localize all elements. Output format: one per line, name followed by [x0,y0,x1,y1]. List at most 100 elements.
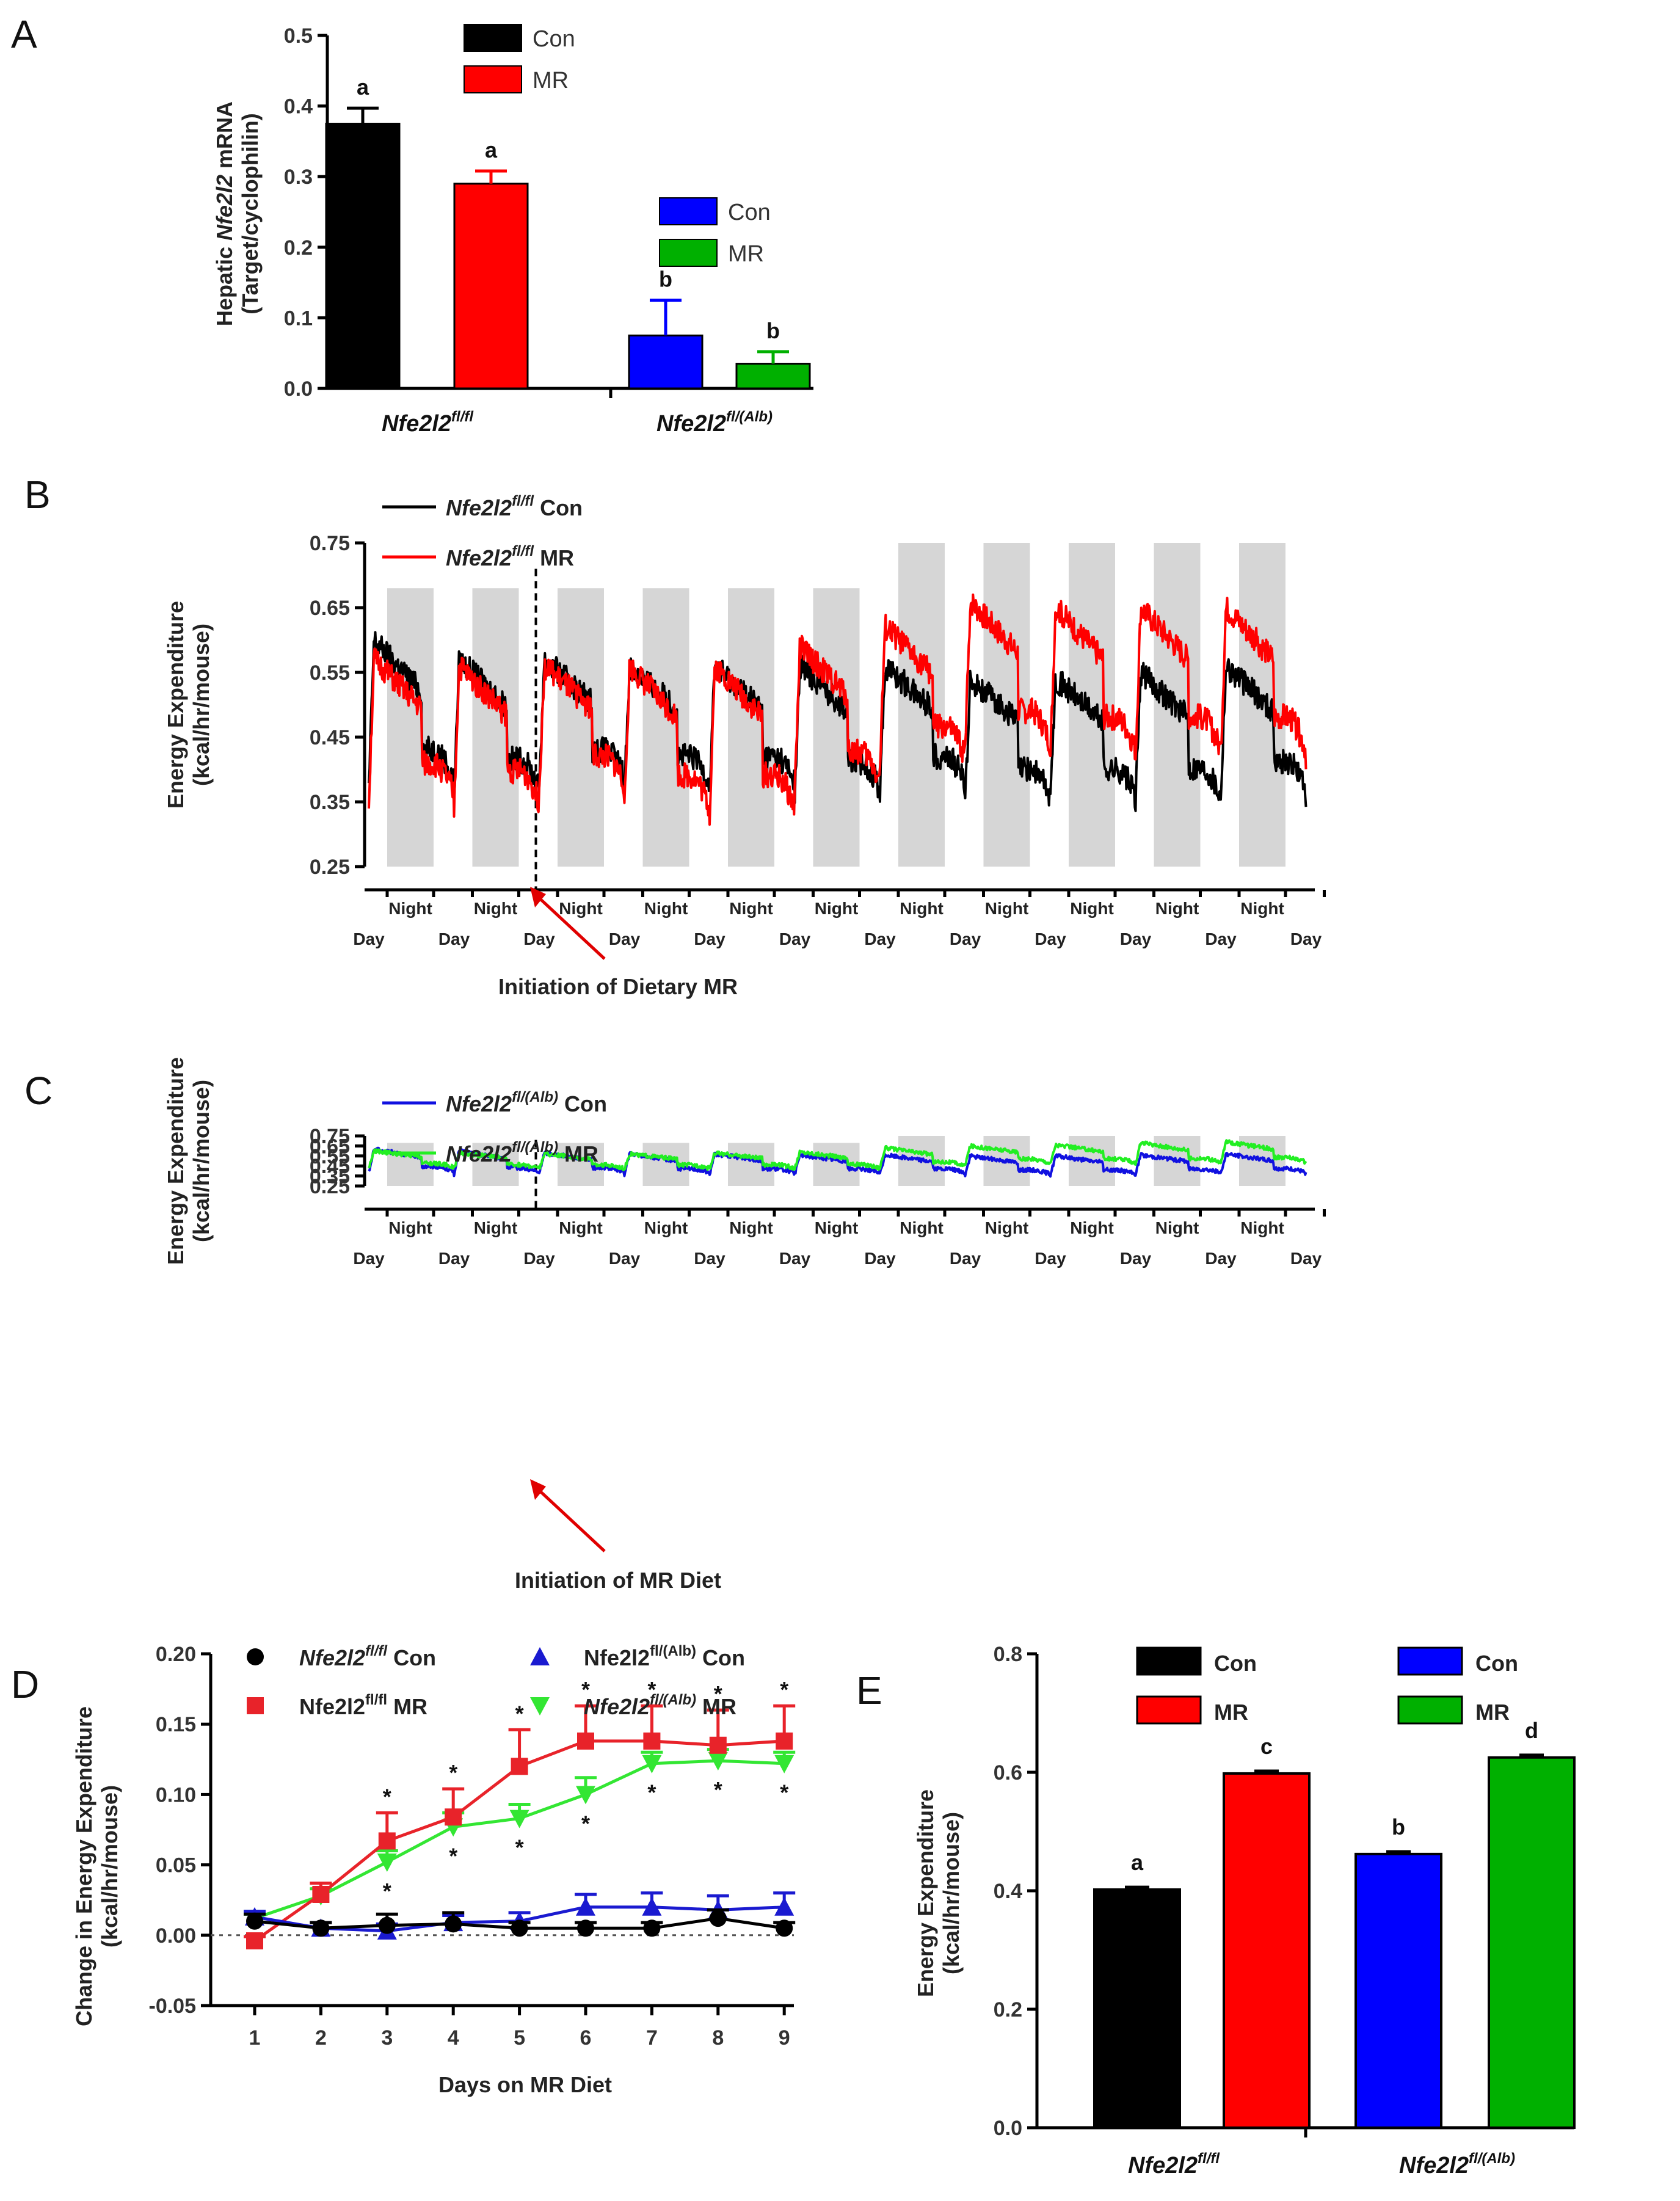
y-tick-label: 0.3 [284,166,313,189]
night-label: Night [729,1218,773,1237]
gene-superscript: fl/fl [512,543,534,559]
legend-label: Nfe2l2fl/(Alb) Con [446,1089,607,1116]
data-point [312,1919,330,1937]
y-tick-label: 0.4 [994,1880,1022,1903]
y-tick-label: 0.15 [156,1713,196,1736]
legend-series-name: Con [387,1645,436,1670]
y-tick-label: 0.10 [156,1783,196,1806]
error-bar [475,169,507,184]
night-label: Night [900,899,944,918]
significance-letter: c [1260,1734,1273,1759]
significance-letter: b [659,267,672,292]
panel-letter-c: C [24,1069,53,1113]
data-point [247,1697,264,1714]
legend-label: Con [1214,1651,1257,1676]
y-tick-label: 0.6 [994,1761,1022,1784]
day-label: Day [1290,1249,1322,1268]
gene-name: Nfe2l2 [584,1645,650,1670]
night-shading [813,588,860,867]
y-tick-label: 0.55 [310,661,350,685]
y-tick-label: 0.1 [284,307,313,330]
night-label: Night [388,899,432,918]
data-point [642,1897,662,1916]
gene-superscript: fl/(Alb) [650,1692,696,1708]
data-point [378,1832,396,1850]
legend-series-name: MR [534,545,574,570]
ylab-gene: Nfe2l2 [212,175,237,241]
panel-e-y-label-line1: Energy Expenditure [913,1789,938,1997]
data-point [246,1912,263,1930]
x-tick-label: 4 [448,2026,459,2050]
data-point [643,1919,661,1937]
panel-b-y-label-line2: (kcal/hr/mouse) [189,624,214,786]
night-label: Night [985,899,1029,918]
legend-label: Nfe2l2fl/(Alb) MR [446,1139,598,1166]
y-tick-label: 0.65 [310,1135,350,1158]
gene-superscript: fl/fl [451,409,474,425]
night-label: Night [815,899,859,918]
legend-label: Nfe2l2fl/(Alb) Con [584,1643,745,1670]
legend-series-name: MR [387,1694,427,1719]
data-point [576,1897,595,1916]
data-point [776,1919,793,1937]
y-tick-label: 0.05 [156,1854,196,1877]
y-tick-label: -0.05 [149,1995,197,2018]
panel-letter-a: A [11,12,37,56]
y-tick-label: 0.20 [156,1643,196,1666]
x-tick-label: 8 [712,2026,724,2050]
significance-star: * [647,1677,656,1702]
night-shading [558,588,604,867]
significance-star: * [383,1784,391,1809]
night-label: Night [559,1218,603,1237]
gene-name: Nfe2l2 [1128,2153,1198,2178]
night-label: Night [1240,1218,1284,1237]
gene-name: Nfe2l2 [656,411,726,437]
x-tick-label: 1 [249,2026,261,2050]
night-label: Night [474,1218,518,1237]
panel-c-y-label-line1: Energy Expenditure [163,1057,188,1265]
gene-name: Nfe2l2 [446,545,512,570]
x-tick-label: 5 [514,2026,525,2050]
data-point [377,1853,397,1872]
legend-label: Nfe2l2fl/fl MR [299,1692,427,1719]
data-point [530,1647,550,1665]
ylab-part: mRNA [212,101,237,175]
panel-d: D -0.05 0.00 0.05 0.10 0.15 0.20 1 2 3 4 5 6 7 8 9 Days … [11,1643,796,2097]
night-shading [642,588,689,867]
night-label: Night [474,899,518,918]
panel-a-y-label-line2: (Target/cyclophilin) [238,113,263,314]
y-tick-label: 0.8 [994,1643,1022,1666]
panel-d-y-label-line2: (kcal/hr/mouse) [97,1785,122,1948]
gene-superscript: fl/fl [365,1692,387,1708]
significance-star: * [780,1677,788,1702]
night-label: Night [644,899,688,918]
panel-a: A 0.0 0.1 0.2 0.3 0.4 0.5 Hepatic Nfe2l2 mRNA (T… [11,12,813,437]
error-bar [1125,1885,1149,1890]
day-label: Day [694,930,725,948]
significance-letter: a [1131,1850,1144,1875]
panel-c-y-label-line2: (kcal/hr/mouse) [189,1080,214,1242]
y-tick-label: 0.65 [310,597,350,620]
night-shading [387,588,434,867]
night-shading [728,588,774,867]
y-tick-label: 0.45 [310,726,350,749]
significance-star: * [515,1701,524,1726]
y-tick-label: 0.5 [284,24,313,48]
night-label: Night [1070,1218,1114,1237]
night-label: Night [388,1218,432,1237]
day-label: Day [438,930,470,948]
legend-swatch [1136,1695,1202,1725]
series-line-mr [368,1139,1307,1171]
x-group-label: Nfe2l2fl/fl [1128,2150,1220,2178]
y-tick-label: 0.4 [284,95,313,118]
night-label: Night [1155,899,1199,918]
day-label: Day [950,930,981,948]
legend-swatch [659,197,718,225]
day-label: Day [523,930,555,948]
night-label: Night [815,1218,859,1237]
data-point [378,1916,396,1934]
significance-star: * [714,1681,722,1706]
significance-star: * [714,1777,722,1802]
significance-star: * [780,1780,788,1805]
y-tick-label: 0.0 [994,2117,1022,2140]
